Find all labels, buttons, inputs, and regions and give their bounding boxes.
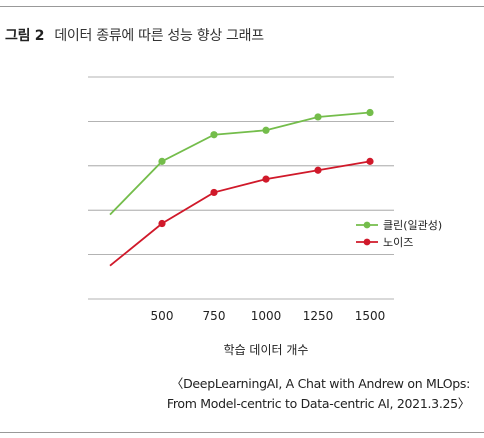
data-point: [314, 166, 322, 174]
data-point: [158, 219, 166, 228]
data-point: [262, 175, 270, 183]
x-axis-label: 학습 데이터 개수: [224, 343, 309, 357]
legend-label: 노이즈: [383, 236, 413, 249]
top-rule: [0, 6, 484, 7]
legend-label: 클린(일관성): [383, 218, 442, 232]
data-point: [210, 188, 218, 197]
legend-marker: [363, 238, 371, 246]
bottom-rule: [0, 432, 484, 433]
data-point: [158, 157, 166, 165]
data-point: [262, 126, 270, 134]
data-point: [366, 157, 374, 165]
figure-title-text: 데이터 종류에 따른 성능 향상 그래프: [54, 28, 264, 44]
x-tick-label: 750: [203, 309, 226, 323]
source-citation: 〈DeepLearningAI, A Chat with Andrew on M…: [167, 374, 470, 414]
source-line-2: From Model-centric to Data-centric AI, 2…: [166, 396, 470, 411]
x-tick-label: 1000: [251, 309, 282, 323]
data-point: [314, 113, 322, 121]
data-point: [366, 108, 374, 117]
legend-marker: [363, 221, 371, 229]
data-point: [210, 131, 218, 139]
x-tick-label: 500: [151, 309, 174, 323]
figure-number: 그림 2: [5, 28, 45, 44]
series-line: [109, 111, 371, 216]
figure-title: 그림 2 데이터 종류에 따른 성능 향상 그래프: [5, 25, 264, 45]
x-tick-label: 1250: [303, 309, 334, 323]
x-tick-label: 1500: [355, 309, 386, 323]
series-line: [109, 160, 371, 267]
source-line-1: 〈DeepLearningAI, A Chat with Andrew on M…: [170, 376, 470, 391]
